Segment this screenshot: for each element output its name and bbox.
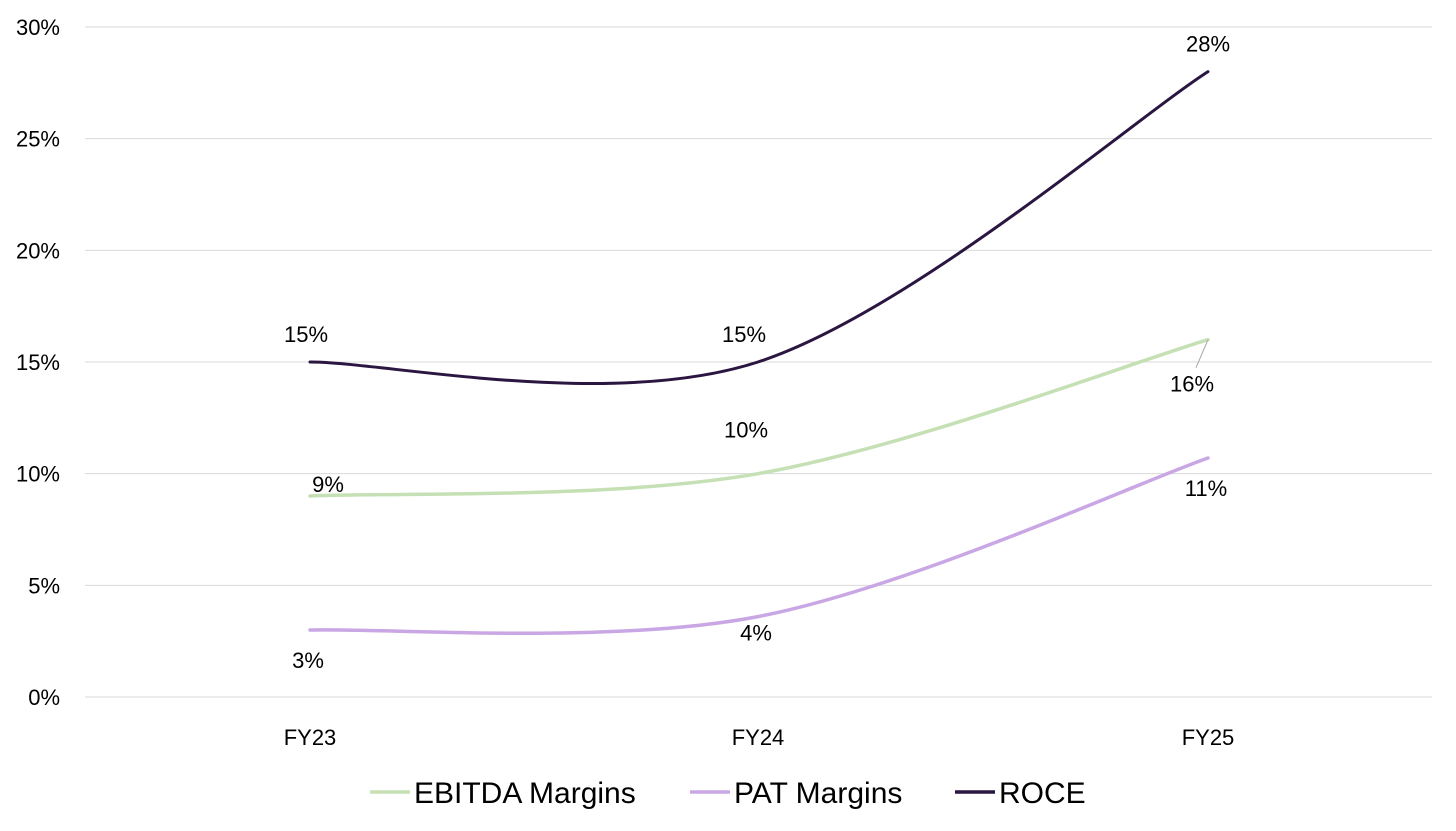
series-lines [308, 70, 1210, 636]
y-tick-label: 15% [16, 350, 60, 375]
y-tick-label: 30% [16, 15, 60, 40]
legend-label-ebitda-margins: EBITDA Margins [414, 777, 636, 810]
legend-label-pat-margins: PAT Margins [734, 777, 902, 810]
series-line-pat-margins [308, 456, 1210, 636]
legend: EBITDA Margins PAT Margins ROCE [370, 777, 1086, 810]
x-tick-label: FY24 [732, 725, 785, 750]
series-line-ebitda-margins [308, 337, 1210, 498]
data-label-roce: 15% [284, 322, 328, 347]
y-tick-label: 25% [16, 127, 60, 152]
x-axis: FY23 FY24 FY25 [284, 725, 1235, 750]
data-label-roce: 15% [722, 322, 766, 347]
data-label-ebitda-margins: 16% [1170, 372, 1214, 397]
y-tick-label: 0% [28, 685, 60, 710]
data-label-ebitda-margins: 9% [312, 472, 344, 497]
data-label-pat-margins: 3% [292, 648, 324, 673]
series-line-roce [308, 70, 1210, 385]
y-axis: 0% 5% 10% 15% 20% 25% 30% [16, 15, 60, 710]
leader-line [1195, 339, 1209, 368]
data-label-roce: 28% [1186, 32, 1230, 57]
data-label-pat-margins: 4% [740, 621, 772, 646]
y-tick-label: 20% [16, 238, 60, 263]
data-labels: 9% 10% 16% 3% 4% 11% 15% 15% 28% [284, 32, 1230, 673]
legend-label-roce: ROCE [999, 777, 1086, 810]
data-label-pat-margins: 11% [1185, 476, 1227, 501]
data-label-ebitda-margins: 10% [724, 418, 768, 443]
x-tick-label: FY25 [1182, 725, 1235, 750]
y-tick-label: 10% [16, 462, 60, 487]
x-tick-label: FY23 [284, 725, 337, 750]
y-tick-label: 5% [28, 573, 60, 598]
